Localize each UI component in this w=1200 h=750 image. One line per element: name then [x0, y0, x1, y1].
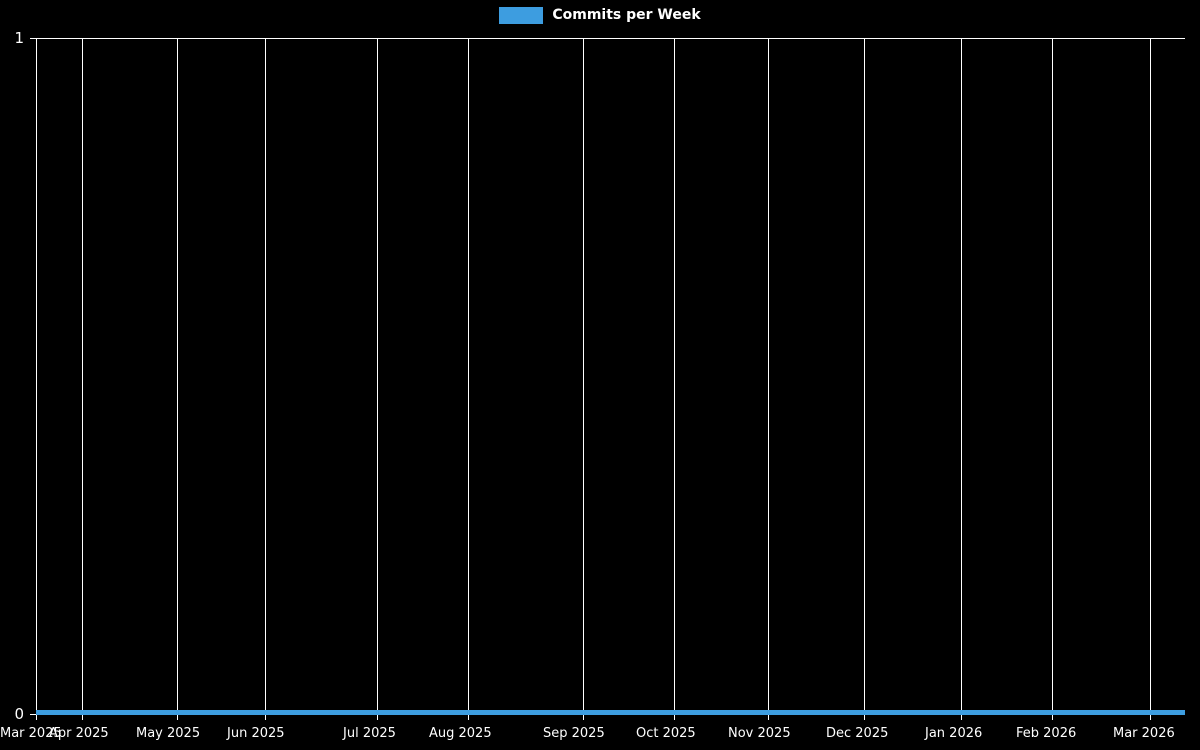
xtick-label-apr-2025: Apr 2025 [49, 726, 109, 741]
xtick-label-dec-2025: Dec 2025 [826, 726, 889, 741]
gridline-10 [961, 38, 962, 720]
xtick-label-may-2025: May 2025 [136, 726, 201, 741]
xtick-label-nov-2025: Nov 2025 [728, 726, 791, 741]
axis-top-border [36, 38, 1185, 39]
gridline-6 [583, 38, 584, 720]
gridline-3 [265, 38, 266, 720]
xtick-label-mar-2026: Mar 2026 [1113, 726, 1175, 741]
gridline-2 [177, 38, 178, 720]
legend-swatch-commits-icon [499, 6, 544, 24]
xtick-label-jan-2026: Jan 2026 [925, 726, 983, 741]
gridline-5 [468, 38, 469, 720]
ytick-mark-0 [30, 714, 36, 715]
xtick-label-feb-2026: Feb 2026 [1016, 726, 1077, 741]
chart-legend: Commits per Week [0, 0, 1200, 30]
xtick-label-aug-2025: Aug 2025 [429, 726, 492, 741]
gridline-1 [82, 38, 83, 720]
legend-label-commits: Commits per Week [552, 7, 701, 23]
xtick-label-jul-2025: Jul 2025 [343, 726, 396, 741]
gridline-8 [768, 38, 769, 720]
xtick-label-mar-2025: Mar 2025 [0, 726, 62, 741]
xtick-label-sep-2025: Sep 2025 [543, 726, 605, 741]
gridline-0 [36, 38, 37, 720]
ytick-label-1: 1 [14, 29, 24, 47]
series-line-commits-per-week [36, 710, 1185, 715]
ytick-mark-1 [30, 38, 36, 39]
gridline-11 [1052, 38, 1053, 720]
gridline-12 [1150, 38, 1151, 720]
xtick-label-oct-2025: Oct 2025 [636, 726, 696, 741]
xtick-label-jun-2025: Jun 2025 [227, 726, 285, 741]
gridline-4 [377, 38, 378, 720]
gridline-9 [864, 38, 865, 720]
ytick-label-0: 0 [14, 705, 24, 723]
gridline-7 [674, 38, 675, 720]
